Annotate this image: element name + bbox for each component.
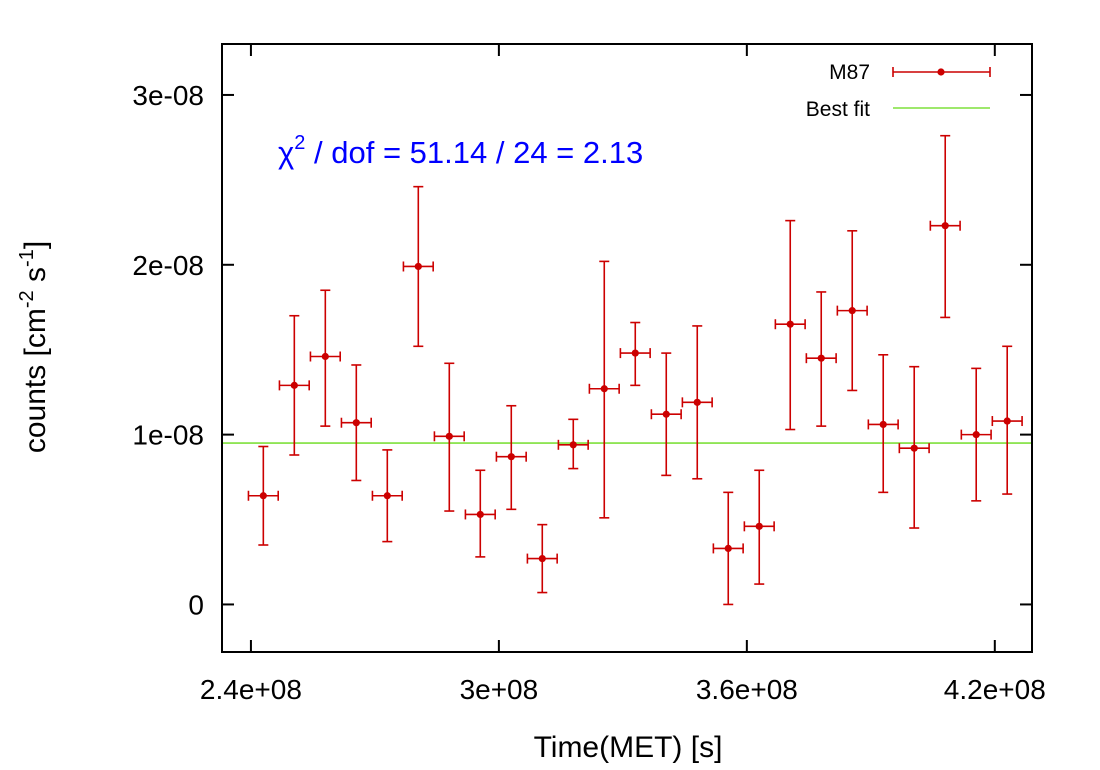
- legend-label-m87: M87: [829, 61, 870, 84]
- point-marker: [290, 381, 298, 389]
- legend-swatch-m87: [892, 67, 991, 77]
- data-point: [371, 449, 403, 543]
- point-marker: [321, 352, 329, 361]
- y-axis-title-prefix: counts [cm: [19, 308, 52, 453]
- x-tick-label: 3e+08: [460, 674, 539, 705]
- point-marker: [383, 492, 391, 500]
- data-point: [402, 185, 434, 348]
- chi-symbol: χ: [278, 135, 294, 170]
- data-point: [867, 353, 899, 494]
- point-marker: [817, 354, 825, 362]
- data-point: [247, 445, 280, 546]
- point-marker: [786, 320, 794, 328]
- legend: M87 Best fit: [806, 61, 991, 121]
- y-tick-label: 3e-08: [132, 80, 204, 111]
- y-axis-title: counts [cm-2 s-1]: [16, 241, 52, 453]
- x-tick-label: 3.6e+08: [696, 674, 798, 705]
- chi-superscript: 2: [294, 132, 305, 154]
- point-marker: [693, 398, 701, 406]
- legend-label-best-fit: Best fit: [806, 98, 870, 121]
- data-point: [712, 491, 744, 606]
- data-point: [929, 134, 961, 319]
- data-point: [433, 362, 465, 512]
- y-tick-label: 1e-08: [132, 420, 204, 451]
- data-point: [619, 321, 651, 387]
- data-point: [495, 404, 527, 511]
- data-point: [588, 260, 620, 519]
- legend-m87-marker: [937, 68, 945, 76]
- data-point: [650, 352, 682, 477]
- data-point: [960, 367, 992, 502]
- y-axis-title-mid: s: [19, 267, 52, 290]
- y-tick-label: 2e-08: [132, 250, 204, 281]
- data-point: [991, 345, 1023, 495]
- data-point: [464, 469, 496, 558]
- x-tick-label: 4.2e+08: [944, 674, 1046, 705]
- data-point: [898, 365, 930, 529]
- point-marker: [352, 419, 360, 427]
- point-marker: [755, 522, 763, 530]
- legend-m87-glyph: [892, 67, 991, 77]
- data-point: [836, 230, 868, 392]
- data-point: [805, 291, 837, 427]
- chi2-annotation: χ2 / dof = 51.14 / 24 = 2.13: [278, 132, 643, 170]
- x-axis-title: Time(MET) [s]: [534, 731, 723, 764]
- point-marker: [879, 420, 887, 429]
- point-marker: [445, 432, 453, 440]
- data-point: [278, 314, 310, 456]
- point-marker: [259, 492, 267, 500]
- data-point: [309, 289, 341, 427]
- data-points-layer: [247, 134, 1023, 606]
- point-marker: [724, 544, 732, 553]
- data-point: [340, 364, 372, 482]
- data-point: [526, 523, 558, 594]
- point-marker: [662, 410, 670, 418]
- point-marker: [1003, 417, 1011, 425]
- point-marker: [476, 510, 484, 519]
- point-marker: [848, 307, 856, 315]
- axis-ticks: 2.4e+08 3e+08 3.6e+08 4.2e+08 0 1e-08 2e-08 3e-…: [132, 44, 1046, 705]
- data-point: [681, 325, 713, 480]
- chi2-text: / dof = 51.14 / 24 = 2.13: [305, 135, 643, 170]
- point-marker: [538, 554, 546, 563]
- point-marker: [910, 444, 918, 452]
- data-point: [743, 469, 775, 585]
- point-marker: [631, 349, 639, 357]
- point-marker: [414, 262, 422, 271]
- data-point: [774, 219, 806, 431]
- y-axis-title-suffix: ]: [19, 241, 52, 249]
- y-tick-label: 0: [188, 589, 204, 620]
- point-marker: [600, 385, 608, 393]
- plot-border: [221, 43, 1033, 653]
- y-axis-title-sup2: -1: [16, 249, 38, 267]
- point-marker: [569, 441, 577, 449]
- x-tick-label: 2.4e+08: [200, 674, 302, 705]
- plot-frame: [221, 43, 1033, 653]
- y-axis-title-sup1: -2: [16, 290, 38, 308]
- point-marker: [972, 431, 980, 439]
- point-marker: [941, 222, 949, 230]
- point-marker: [507, 453, 515, 461]
- data-point: [557, 418, 589, 470]
